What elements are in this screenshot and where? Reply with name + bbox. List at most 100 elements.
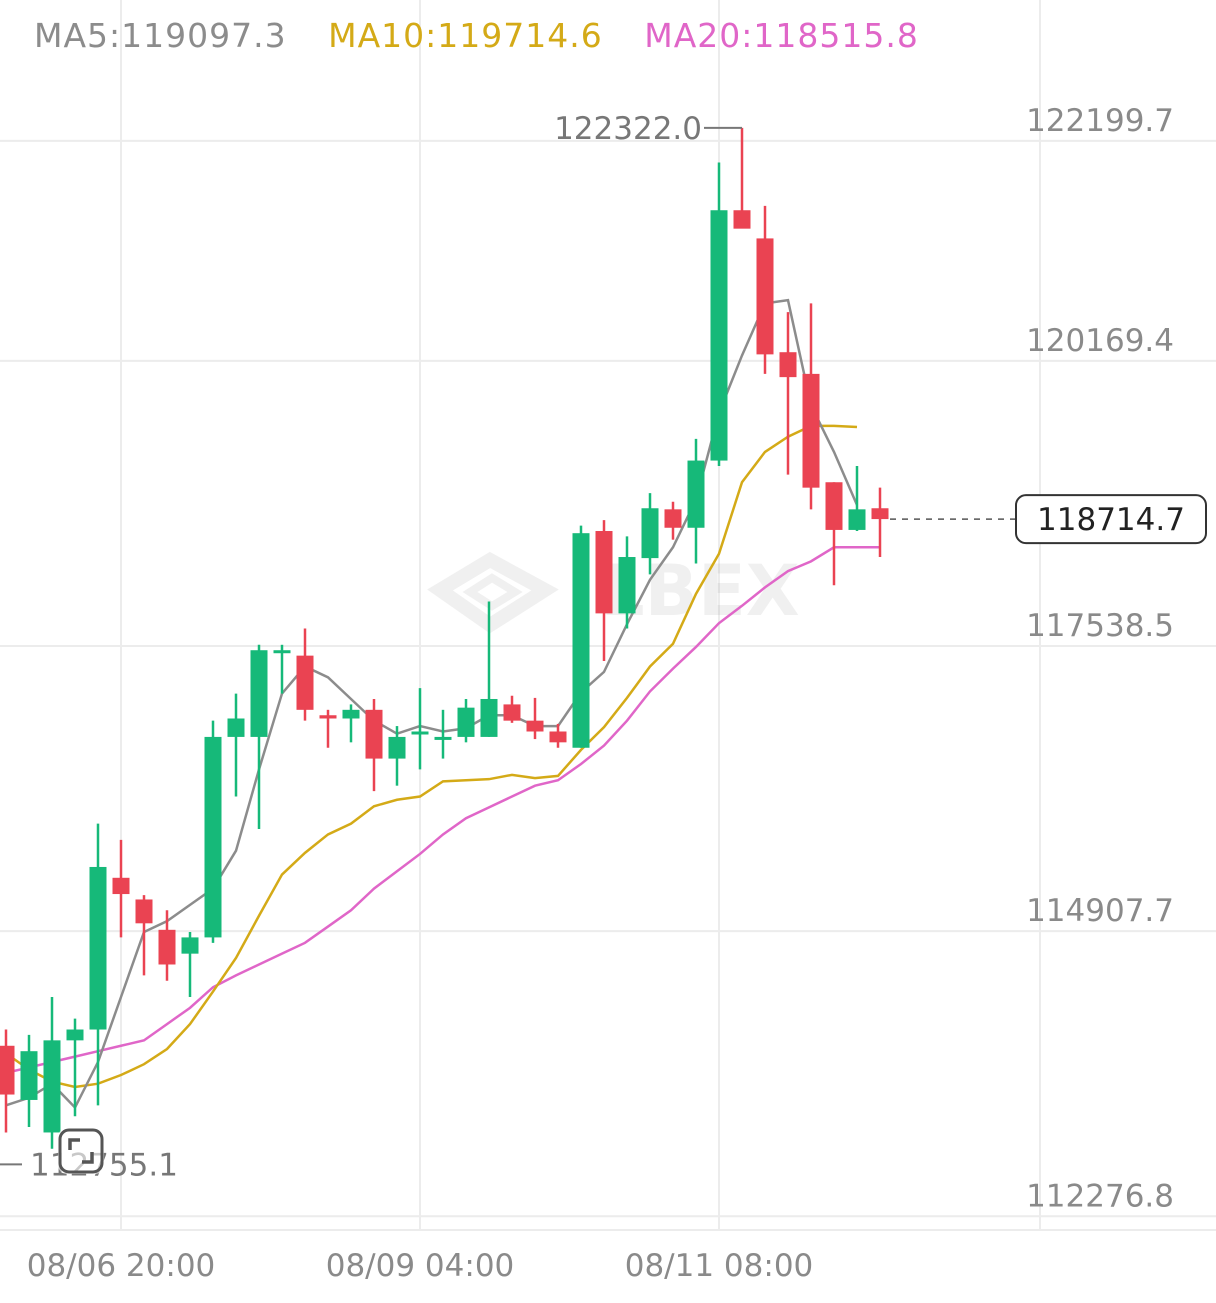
candle-body	[0, 1045, 15, 1095]
candle-down	[0, 1029, 15, 1133]
candle-body	[825, 482, 843, 530]
candle-body	[618, 557, 636, 614]
candle-body	[365, 709, 383, 759]
candle-body	[43, 1040, 61, 1133]
candle-down	[526, 697, 544, 740]
candle-up	[480, 601, 498, 737]
candle-body	[779, 352, 797, 378]
ma-legend: MA5:119097.3 MA10:119714.6 MA20:118515.8	[34, 16, 949, 55]
candle-down	[756, 205, 774, 374]
candle-body	[457, 707, 475, 737]
candle-up	[273, 644, 291, 694]
candle-up	[710, 162, 728, 466]
moving-average-lines	[5, 298, 880, 1110]
candle-body	[204, 736, 222, 938]
candle-up	[181, 931, 199, 998]
candle-body	[342, 709, 360, 719]
candle-body	[526, 720, 544, 732]
candle-body	[664, 509, 682, 528]
candle-body	[411, 731, 429, 735]
candle-body	[871, 508, 889, 520]
candle-down	[319, 709, 337, 748]
ma5-legend: MA5:119097.3	[34, 16, 287, 55]
candle-up	[20, 1034, 38, 1128]
y-axis: 122199.7 120169.4 117538.5 114907.7 112276.8	[1026, 103, 1174, 1214]
ma10-legend: MA10:119714.6	[328, 16, 603, 55]
x-axis: 08/06 20:00 08/09 04:00 08/11 08:00	[27, 1248, 814, 1284]
candle-down	[549, 723, 567, 748]
candle-up	[572, 525, 590, 748]
y-tick-label: 122199.7	[1026, 103, 1174, 139]
candle-body	[710, 210, 728, 461]
candle-up	[457, 698, 475, 743]
candle-body	[756, 238, 774, 355]
expand-icon	[58, 1128, 104, 1174]
chart-grid	[0, 0, 1216, 1231]
candle-body	[89, 866, 107, 1030]
candle-body	[158, 929, 176, 965]
candle-body	[802, 373, 820, 488]
candle-down	[595, 520, 613, 662]
x-tick-label: 08/11 08:00	[625, 1248, 814, 1284]
candle-up	[411, 688, 429, 770]
y-tick-label: 114907.7	[1026, 893, 1174, 929]
current-price-label: 118714.7	[1037, 502, 1185, 538]
candle-up	[434, 709, 452, 759]
candle-down	[871, 487, 889, 558]
candle-down	[825, 482, 843, 586]
candle-body	[572, 533, 590, 748]
ma20-line	[5, 546, 880, 1075]
candle-up	[89, 823, 107, 1106]
candle-body	[595, 531, 613, 614]
current-price-box	[1015, 494, 1207, 545]
candle-body	[135, 899, 153, 924]
candle-up	[618, 536, 636, 629]
candle-body	[434, 736, 452, 740]
candle-down	[664, 501, 682, 540]
candle-body	[733, 210, 751, 229]
candle-up	[43, 997, 61, 1149]
candle-down	[365, 698, 383, 792]
candle-down	[296, 628, 314, 721]
ma20-legend: MA20:118515.8	[644, 16, 919, 55]
candle-up	[641, 493, 659, 575]
candle-down	[135, 895, 153, 976]
candle-body	[250, 650, 268, 737]
candle-up	[687, 438, 705, 564]
candle-body	[66, 1029, 84, 1041]
candle-body	[20, 1051, 38, 1100]
candle-up	[250, 644, 268, 830]
candles	[0, 127, 889, 1149]
y-tick-label: 120169.4	[1026, 323, 1174, 359]
candle-down	[112, 839, 130, 938]
candle-up	[388, 726, 406, 786]
annotations: 122322.0 112755.1 118714.7	[0, 111, 1207, 1183]
candle-up	[848, 465, 866, 532]
candle-down	[779, 312, 797, 475]
candle-down	[503, 695, 521, 723]
candle-up	[66, 1018, 84, 1117]
y-tick-label: 117538.5	[1026, 608, 1174, 644]
candle-body	[687, 460, 705, 528]
candle-body	[227, 718, 245, 737]
candle-up	[342, 704, 360, 743]
candle-body	[319, 715, 337, 719]
candle-body	[181, 937, 199, 954]
candle-body	[848, 509, 866, 530]
ma10-line	[5, 424, 858, 1089]
candle-down	[158, 910, 176, 981]
x-tick-label: 08/09 04:00	[326, 1248, 515, 1284]
candle-down	[733, 127, 751, 229]
candle-body	[549, 731, 567, 743]
y-tick-label: 112276.8	[1026, 1178, 1174, 1214]
candle-body	[296, 655, 314, 710]
candle-body	[480, 698, 498, 737]
candle-body	[503, 704, 521, 721]
candle-body	[273, 650, 291, 654]
x-tick-label: 08/06 20:00	[27, 1248, 216, 1284]
candle-body	[641, 508, 659, 559]
candle-up	[204, 720, 222, 943]
high-label: 122322.0	[554, 111, 702, 147]
expand-button[interactable]	[58, 1128, 104, 1174]
